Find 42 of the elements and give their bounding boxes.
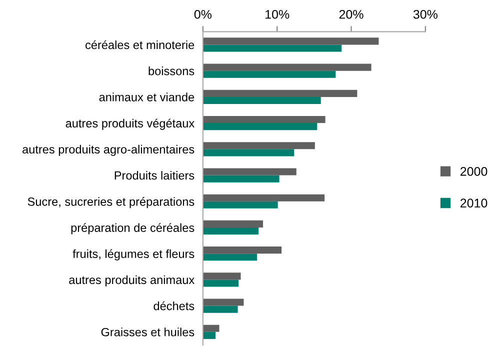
bar (202, 123, 318, 130)
y-tick-label: céréales et minoterie (86, 40, 194, 50)
y-tick-label: autres produits végétaux (66, 118, 194, 130)
bar (202, 280, 239, 287)
bar (202, 272, 241, 280)
bar (202, 90, 358, 97)
y-tick-label: Produits laitiers (114, 170, 194, 180)
y-tick-label: Graisses et huiles (101, 328, 194, 336)
bar (202, 227, 259, 235)
bar (202, 44, 342, 52)
bar (202, 332, 216, 339)
bar (202, 96, 321, 104)
x-tick-label: 0% (194, 10, 212, 19)
bar (202, 116, 326, 124)
legend-label: 2010 (460, 198, 488, 208)
bar (202, 246, 282, 254)
bar (202, 38, 379, 45)
bar (202, 168, 296, 176)
bar (202, 254, 258, 261)
bar (202, 298, 244, 306)
x-tick-label: 30% (413, 10, 438, 19)
bar (202, 194, 325, 202)
y-tick-label: fruits, légumes et fleurs (72, 249, 194, 260)
legend-label: 2000 (460, 167, 488, 176)
bar (202, 201, 278, 208)
bar (202, 142, 315, 150)
y-tick-label: autres produits agro-alimentaires (22, 144, 194, 156)
bar (202, 324, 220, 332)
bar (202, 175, 280, 182)
bar (202, 220, 264, 228)
bar (202, 64, 372, 71)
x-tick-label: 20% (339, 10, 364, 19)
y-tick-label: Sucre, sucreries et préparations (28, 197, 194, 208)
y-tick-label: déchets (154, 301, 194, 310)
y-tick-label: préparation de céréales (71, 223, 194, 234)
x-tick-label: 10% (266, 10, 290, 19)
y-tick-label: boissons (148, 66, 194, 76)
bar (202, 306, 238, 313)
y-tick-label: autres produits animaux (69, 275, 194, 286)
bar (202, 70, 336, 78)
bar (202, 149, 294, 156)
y-tick-label: animaux et viande (99, 92, 194, 102)
